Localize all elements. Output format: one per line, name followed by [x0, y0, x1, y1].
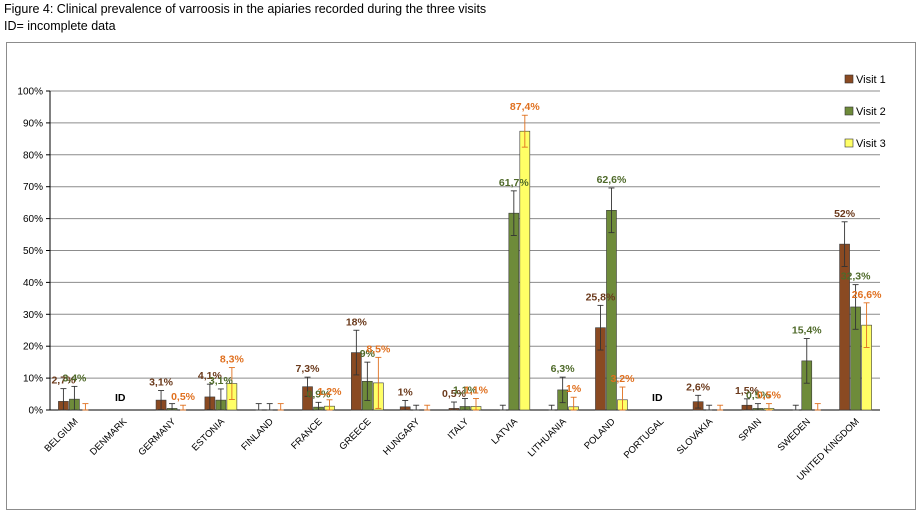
- y-tick-label: 60%: [23, 214, 43, 225]
- data-label: 1,1%: [464, 385, 489, 397]
- data-label: 8,3%: [220, 354, 245, 366]
- category-label: SLOVAKIA: [675, 416, 716, 457]
- category-label: GREECE: [337, 416, 373, 452]
- figure-title: Figure 4: Clinical prevalence of varroos…: [4, 2, 487, 16]
- category-label: PORTUGAL: [622, 416, 667, 461]
- data-label: 9%: [360, 348, 376, 360]
- error-bars: [60, 114, 870, 411]
- category-label: POLAND: [582, 416, 618, 452]
- y-axis: 0% 10% 20% 30% 40% 50% 60% 70% 80% 90% 100%: [17, 87, 51, 417]
- category-label: BELGIUM: [43, 416, 81, 454]
- data-label: 7,3%: [296, 363, 321, 375]
- incomplete-data-annotation: ID: [115, 392, 126, 404]
- bars: [58, 130, 872, 411]
- legend-label: Visit 2: [856, 106, 886, 118]
- data-label: 0,9%: [307, 388, 332, 400]
- data-label: 1%: [566, 383, 582, 395]
- data-label: 3,4%: [62, 372, 87, 384]
- category-label: FINLAND: [239, 416, 276, 453]
- data-label: 2,6%: [686, 381, 711, 393]
- data-label: 87,4%: [510, 101, 540, 113]
- data-label: 3,2%: [611, 373, 636, 385]
- legend-swatch: [844, 106, 854, 116]
- legend: Visit 1 Visit 2 Visit 3: [844, 74, 886, 150]
- legend-label: Visit 3: [856, 138, 886, 150]
- data-label: 61,7%: [499, 177, 529, 189]
- y-tick-label: 90%: [23, 118, 43, 129]
- data-label: 1,5%: [735, 385, 760, 397]
- category-label: FRANCE: [289, 416, 324, 451]
- legend-swatch: [844, 74, 854, 84]
- gridlines: [50, 90, 880, 411]
- data-label: 25,8%: [586, 291, 616, 303]
- category-label: SPAIN: [737, 416, 765, 444]
- data-label: 0,5%: [442, 388, 467, 400]
- data-label: 3,1%: [209, 375, 234, 387]
- category-label: DENMARK: [88, 416, 130, 458]
- y-tick-label: 30%: [23, 310, 43, 321]
- data-label: 0,5%: [171, 391, 196, 403]
- data-label: 62,6%: [597, 174, 627, 186]
- data-label: 15,4%: [792, 325, 822, 337]
- y-tick-label: 100%: [17, 87, 43, 98]
- y-tick-label: 80%: [23, 150, 43, 161]
- x-axis-labels: BELGIUM DENMARK GERMANY ESTONIA FINLAND FRANC…: [43, 416, 862, 483]
- chart-frame: [6, 42, 916, 510]
- data-label: 32,3%: [841, 271, 871, 283]
- y-tick-label: 40%: [23, 278, 43, 289]
- data-label: 0,5%: [746, 390, 771, 402]
- data-label: 6,3%: [551, 363, 576, 375]
- data-label: 1,2%: [318, 386, 343, 398]
- y-tick-label: 20%: [23, 342, 43, 353]
- category-label: LITHUANIA: [526, 416, 569, 459]
- category-label: HUNGARY: [381, 416, 423, 458]
- data-label: 1,1%: [453, 385, 478, 397]
- legend-label: Visit 1: [856, 74, 886, 86]
- y-tick-label: 70%: [23, 182, 43, 193]
- data-label: 0,5%: [757, 390, 782, 402]
- bar: [508, 212, 520, 411]
- data-labels: 2,7%3,4% 3,1%0,5%4,1%3,1%8,3%7,3%0,9%1,2%…: [51, 101, 882, 404]
- data-label: 2,7%: [51, 375, 76, 387]
- category-label: SWEDEN: [776, 416, 813, 453]
- y-tick-label: 50%: [23, 246, 43, 257]
- y-tick-label: 0%: [29, 406, 44, 417]
- bar: [519, 130, 531, 411]
- category-label: ESTONIA: [190, 416, 228, 454]
- y-tick-label: 10%: [23, 374, 43, 385]
- data-label: 4,1%: [198, 370, 223, 382]
- category-label: GERMANY: [136, 416, 178, 458]
- data-label: 26,6%: [852, 289, 882, 301]
- incomplete-data-annotation: ID: [652, 392, 663, 404]
- data-label: 18%: [346, 316, 368, 328]
- legend-swatch: [844, 138, 854, 148]
- data-label: 3,1%: [149, 377, 174, 389]
- data-label: 8,5%: [366, 343, 391, 355]
- figure-subtitle: ID= incomplete data: [4, 19, 116, 33]
- figure-caption: Figure 4: Clinical prevalence of varroos…: [4, 1, 486, 35]
- data-label: 52%: [834, 208, 856, 220]
- bar: [839, 243, 850, 411]
- category-label: ITALY: [446, 416, 472, 442]
- data-label: 1%: [398, 386, 414, 398]
- category-label: LATVIA: [490, 416, 521, 447]
